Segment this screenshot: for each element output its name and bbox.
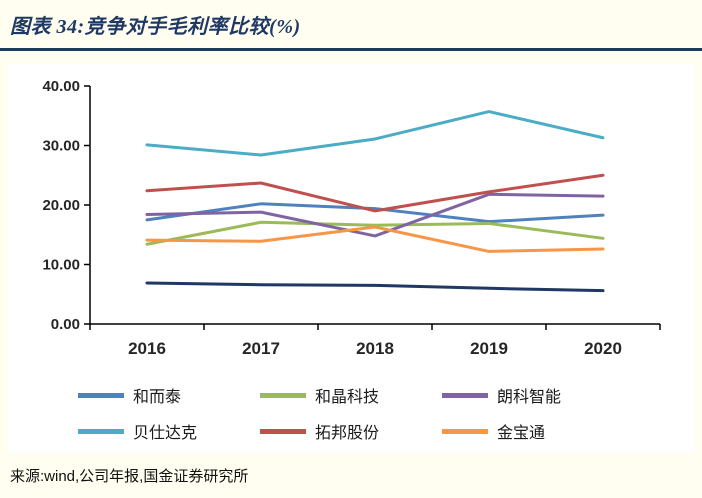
- y-tick-label: 20.00: [42, 197, 80, 214]
- legend-swatch: [78, 392, 124, 398]
- legend-label: 和晶科技: [315, 389, 380, 406]
- series-line: [145, 225, 605, 253]
- legend-label: 和而泰: [133, 389, 182, 406]
- legend-item: 拓邦股份: [260, 419, 442, 443]
- line-chart: 0.00 10.00 20.00 30.00 40.00 2016 2017 2018 2019…: [42, 78, 661, 358]
- x-tick-label: 2018: [356, 339, 394, 358]
- series-line: [145, 110, 605, 157]
- legend-swatch: [260, 428, 306, 434]
- x-tick-label: 2019: [470, 339, 508, 358]
- y-tick-label: 10.00: [42, 257, 80, 274]
- legend-label: 金宝通: [497, 425, 546, 442]
- series-line: [145, 192, 605, 238]
- x-tick-label: 2016: [128, 339, 166, 358]
- figure-title: 图表 34:竞争对手毛利率比较(%): [10, 16, 301, 38]
- legend-item: 和而泰: [78, 383, 260, 407]
- series-line: [145, 220, 605, 246]
- x-tick-label: 2017: [242, 339, 280, 358]
- chart-card: 0.00 10.00 20.00 30.00 40.00 2016 2017 2018 2019…: [8, 64, 694, 453]
- legend-item: 朗科智能: [442, 383, 624, 407]
- series-line: [145, 281, 605, 293]
- legend-item: 和晶科技: [260, 383, 442, 407]
- source-note: 来源:wind,公司年报,国金证券研究所: [10, 468, 249, 485]
- y-tick-label: 30.00: [42, 138, 80, 155]
- legend-item: 金宝通: [442, 419, 624, 443]
- y-tick-label: 0.00: [51, 316, 80, 333]
- legend-swatch: [442, 428, 488, 434]
- report-figure-page: 图表 34:竞争对手毛利率比较(%) 0.00 10.00 20.00 30.00 40…: [0, 0, 702, 485]
- chart-legend: 和而泰 和晶科技 朗科智能 贝仕达克 拓邦股份 金宝通: [12, 383, 690, 443]
- legend-label: 贝仕达克: [133, 425, 198, 442]
- y-tick-label: 40.00: [42, 78, 80, 95]
- legend-label: 朗科智能: [497, 389, 562, 406]
- legend-swatch: [78, 428, 124, 434]
- legend-item: 贝仕达克: [78, 419, 260, 443]
- figure-header: 图表 34:竞争对手毛利率比较(%): [0, 0, 702, 51]
- x-tick-label: 2020: [584, 339, 622, 358]
- legend-swatch: [260, 392, 306, 398]
- legend-swatch: [442, 392, 488, 398]
- legend-label: 拓邦股份: [315, 425, 380, 442]
- series-line: [145, 173, 605, 213]
- figure-footer: 来源:wind,公司年报,国金证券研究所: [0, 457, 702, 498]
- series-line: [145, 202, 605, 224]
